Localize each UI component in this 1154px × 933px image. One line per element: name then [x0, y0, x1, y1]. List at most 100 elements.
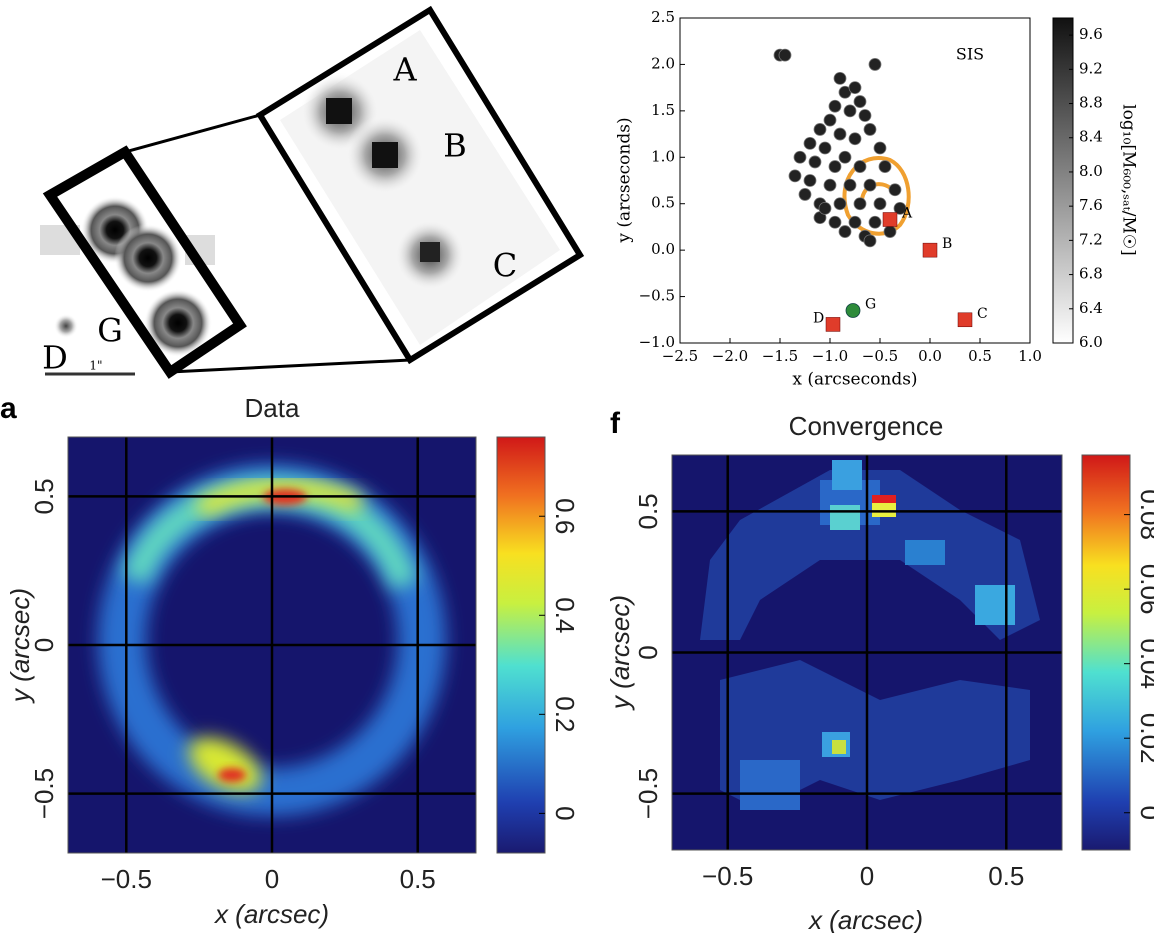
point	[882, 212, 898, 227]
point	[833, 127, 847, 141]
point	[848, 215, 862, 229]
axes-frame	[67, 436, 477, 854]
y-axis-label: y (arcseconds)	[615, 117, 635, 243]
x-tick-label: 0.5	[988, 861, 1024, 891]
point	[833, 197, 847, 211]
point	[788, 169, 802, 183]
point	[878, 160, 892, 173]
image-label: G	[97, 312, 123, 350]
colorbar-tick-label: 0.08	[1135, 489, 1154, 540]
colorbar-tick-label: 6.0	[1079, 333, 1103, 351]
zoom-core	[326, 98, 352, 124]
patch	[830, 505, 860, 530]
point	[828, 160, 842, 173]
point	[873, 141, 887, 155]
colorbar-label: log₁₀[M₆₀₀,ₛₐₜ/M☉]	[1119, 104, 1139, 256]
point	[808, 155, 822, 169]
point-label: B	[942, 236, 952, 252]
y-tick-label: 2.0	[651, 54, 675, 72]
point	[818, 141, 832, 155]
point	[888, 183, 902, 197]
x-axis-label: x (arcsec)	[213, 899, 329, 929]
x-tick-label: −0.5	[101, 864, 152, 894]
image-blob	[114, 224, 182, 292]
y-tick-label: 0	[29, 638, 59, 652]
point	[803, 174, 817, 187]
colorbar-tick-label: 6.4	[1079, 299, 1103, 317]
point	[778, 48, 792, 62]
point	[853, 160, 867, 173]
panel-letter: f	[610, 407, 621, 440]
image-label: A	[392, 51, 417, 89]
x-tick-label: 0.0	[918, 347, 942, 365]
patch	[832, 460, 862, 490]
annotation: SIS	[956, 45, 984, 64]
point	[843, 178, 857, 192]
patch	[905, 540, 945, 565]
x-tick-label: 0.5	[968, 347, 992, 365]
colorbar-tick-label: 8.0	[1079, 162, 1103, 180]
x-tick-label: 1.0	[1018, 347, 1042, 365]
y-tick-label: 0.5	[633, 493, 663, 529]
y-tick-label: 0.5	[29, 478, 59, 514]
point	[858, 109, 872, 122]
point	[818, 201, 832, 215]
y-tick-label: 0.0	[651, 240, 675, 258]
y-tick-label: −1.0	[639, 333, 675, 351]
y-axis-label: y (arcsec)	[605, 595, 635, 711]
point	[798, 188, 812, 201]
point	[803, 136, 817, 150]
y-tick-label: −0.5	[639, 287, 675, 305]
colorbar	[1081, 454, 1131, 851]
colorbar-tick-label: 0	[550, 806, 580, 820]
inset-box	[42, 145, 247, 379]
point	[863, 123, 877, 136]
point-label: A	[901, 206, 913, 222]
axes-frame	[671, 454, 1063, 851]
y-tick-label: 1.0	[651, 147, 675, 165]
colorbar-tick-label: 6.8	[1079, 265, 1103, 283]
colorbar-tick-label: 9.6	[1079, 25, 1103, 43]
patch	[872, 495, 896, 503]
y-tick-label: −0.5	[29, 768, 59, 819]
image-blob	[144, 289, 212, 357]
point	[868, 58, 882, 71]
colorbar-tick-label: 0.4	[550, 597, 580, 633]
zoom-core	[420, 242, 440, 262]
x-tick-label: −0.5	[862, 347, 898, 365]
chart-title: Data	[245, 393, 300, 423]
connector	[124, 113, 261, 154]
point	[873, 197, 887, 211]
peak	[218, 768, 246, 782]
point	[853, 95, 867, 108]
point	[893, 201, 907, 215]
colorbar-tick-label: 9.2	[1079, 59, 1103, 77]
colorbar-tick-label: 7.2	[1079, 230, 1103, 248]
point	[828, 215, 842, 229]
x-tick-label: 0.5	[400, 864, 436, 894]
x-tick-label: 0	[265, 864, 279, 894]
point	[848, 132, 862, 146]
y-tick-label: −0.5	[633, 768, 663, 819]
image-label: D	[42, 339, 68, 377]
colorbar-tick-label: 8.8	[1079, 94, 1103, 112]
point	[823, 178, 837, 192]
chart-title: Convergence	[789, 411, 944, 441]
colorbar-tick-label: 0	[1135, 806, 1154, 820]
point	[823, 113, 837, 127]
colorbar	[496, 436, 546, 854]
colorbar-tick-label: 0.06	[1135, 564, 1154, 615]
point	[813, 123, 827, 136]
point	[863, 178, 877, 192]
point	[825, 317, 841, 332]
point	[922, 242, 938, 258]
scale-label: 1"	[89, 359, 102, 373]
panel-letter: a	[0, 392, 17, 425]
lens-image	[40, 5, 585, 379]
x-tick-label: 0	[860, 861, 874, 891]
ring-arc	[195, 479, 365, 518]
zoom-core	[372, 142, 398, 168]
colorbar-tick-label: 0.04	[1135, 638, 1154, 689]
